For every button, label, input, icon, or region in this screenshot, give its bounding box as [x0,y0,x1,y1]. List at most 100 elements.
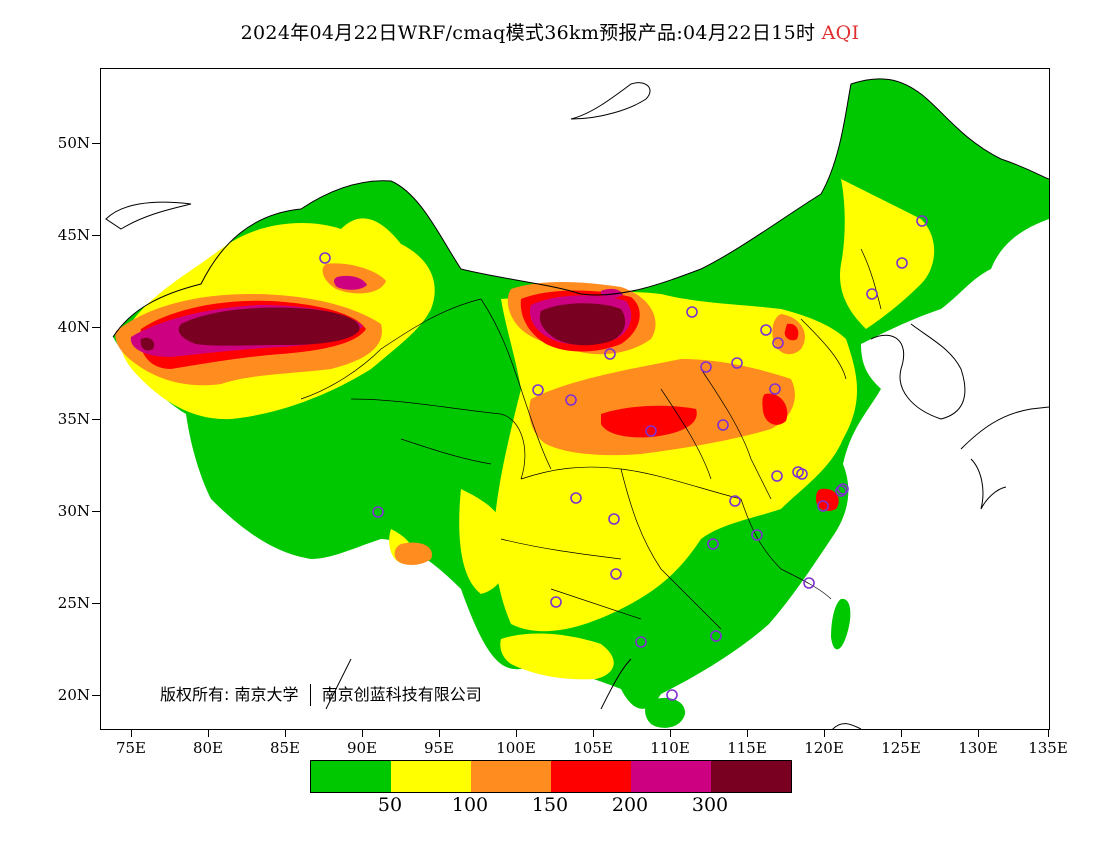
aqi-hazardous-zones [140,303,626,351]
lon-label: 90E [346,739,378,757]
station-marker [570,492,582,504]
legend-label: 50 [377,794,403,816]
taiwan-island [831,598,851,650]
lon-tick [439,730,440,737]
lat-tick [92,327,100,328]
lon-label: 135E [1028,739,1068,757]
station-marker [772,337,784,349]
station-marker [645,425,657,437]
lat-label: 50N [57,134,90,152]
lat-label: 35N [57,410,90,428]
station-marker [608,513,620,525]
legend-label: 100 [451,794,489,816]
station-marker [817,500,829,512]
copyright-org-company: 南京创蓝科技有限公司 [321,685,482,704]
lon-label: 105E [573,739,613,757]
copyright-prefix: 版权所有: [160,685,230,704]
neighbor-coastlines [105,82,1049,729]
lon-tick [901,730,902,737]
station-marker [707,538,719,550]
lon-tick [131,730,132,737]
station-marker [866,288,878,300]
legend-label: 200 [611,794,649,816]
station-marker [532,384,544,396]
lon-tick [670,730,671,737]
lat-label: 40N [57,318,90,336]
lon-label: 130E [958,739,998,757]
station-marker [916,215,928,227]
station-marker [565,394,577,406]
legend-label: 300 [691,794,729,816]
station-marker [550,596,562,608]
station-marker [604,348,616,360]
map-canvas [105,78,1049,729]
station-marker [717,419,729,431]
station-marker [700,361,712,373]
legend-label: 150 [531,794,569,816]
lon-tick [593,730,594,737]
lon-tick [362,730,363,737]
lat-tick [92,143,100,144]
station-marker [710,630,722,642]
station-marker [731,357,743,369]
lon-tick [824,730,825,737]
legend-swatch-unhealthy [551,761,631,792]
station-marker [896,257,908,269]
lon-label: 110E [650,739,690,757]
lon-label: 115E [727,739,767,757]
aqi-map [100,68,1050,730]
copyright-notice: 版权所有: 南京大学 南京创蓝科技有限公司 [160,681,482,706]
station-marker [771,470,783,482]
legend-swatch-very-unhealthy [631,761,711,792]
station-marker [751,529,763,541]
lon-tick [516,730,517,737]
station-marker [769,383,781,395]
lat-tick [92,419,100,420]
lon-tick [1048,730,1049,737]
province-boundaries [300,248,882,630]
hainan-island [645,697,686,728]
station-markers [319,215,928,701]
lon-label: 75E [115,739,147,757]
legend-swatch-moderate [391,761,471,792]
copyright-org-nju: 南京大学 [234,685,299,704]
lon-tick [208,730,209,737]
copyright-divider [309,684,311,706]
lon-label: 80E [192,739,224,757]
station-marker [686,306,698,318]
station-marker [610,568,622,580]
lat-label: 45N [57,226,90,244]
station-marker [803,577,815,589]
lat-tick [92,235,100,236]
station-marker [372,506,384,518]
legend-swatch-hazardous [711,761,791,792]
lat-tick [92,695,100,696]
aqi-legend [310,760,792,793]
legend-swatch-sensitive [471,761,551,792]
lon-tick [285,730,286,737]
lon-tick [978,730,979,737]
lon-label: 120E [804,739,844,757]
lat-tick [92,511,100,512]
lon-label: 85E [269,739,301,757]
lat-label: 20N [57,686,90,704]
lat-label: 30N [57,502,90,520]
lat-label: 25N [57,594,90,612]
title-variable: AQI [821,22,860,44]
lat-tick [92,603,100,604]
station-marker [837,483,849,495]
lon-tick [747,730,748,737]
china-outline [112,78,1049,338]
station-marker [635,636,647,648]
station-marker [666,689,678,701]
station-marker [729,495,741,507]
station-marker [319,252,331,264]
station-marker [835,485,847,497]
station-marker [760,324,772,336]
map-title: 2024年04月22日WRF/cmaq模式36km预报产品:04月22日15时 … [0,18,1100,45]
lon-label: 100E [496,739,536,757]
legend-swatch-good [311,761,391,792]
station-marker [792,466,804,478]
lon-label: 95E [423,739,455,757]
lon-label: 125E [881,739,921,757]
